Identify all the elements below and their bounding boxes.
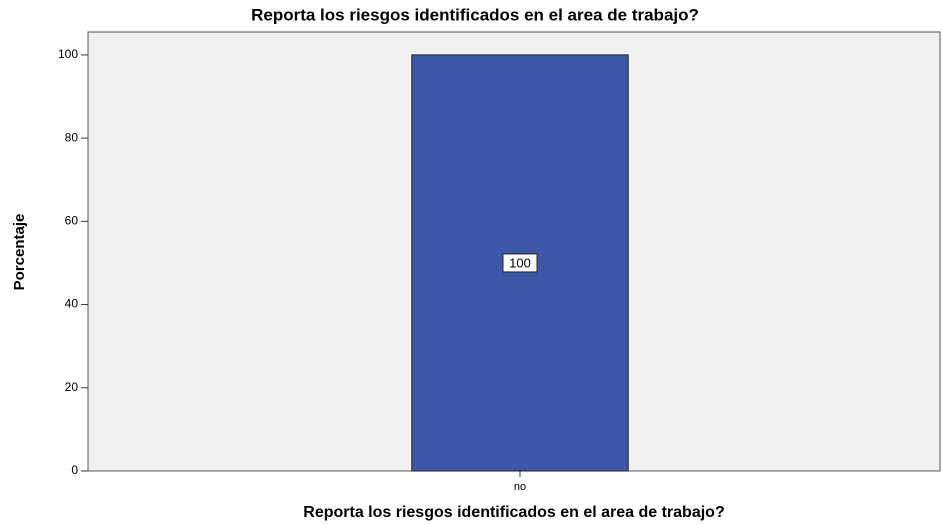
- y-tick-label: 20: [65, 380, 79, 394]
- y-tick-label: 0: [71, 463, 78, 477]
- y-tick-label: 60: [65, 214, 79, 228]
- chart-title: Reporta los riesgos identificados en el …: [251, 5, 699, 24]
- y-tick-label: 100: [58, 47, 78, 61]
- y-axis-title: Porcentaje: [11, 214, 28, 291]
- y-tick-label: 80: [65, 130, 79, 144]
- data-label-box: [502, 253, 538, 273]
- x-tick-label: no: [514, 481, 526, 493]
- y-tick-label: 40: [65, 297, 79, 311]
- data-label: 100: [509, 255, 531, 270]
- x-axis-title: Reporta los riesgos identificados en el …: [303, 504, 724, 521]
